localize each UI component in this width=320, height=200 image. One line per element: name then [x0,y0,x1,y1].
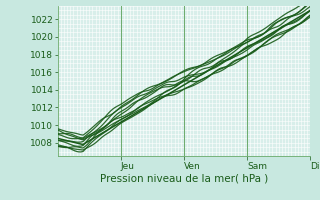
X-axis label: Pression niveau de la mer( hPa ): Pression niveau de la mer( hPa ) [100,173,268,183]
